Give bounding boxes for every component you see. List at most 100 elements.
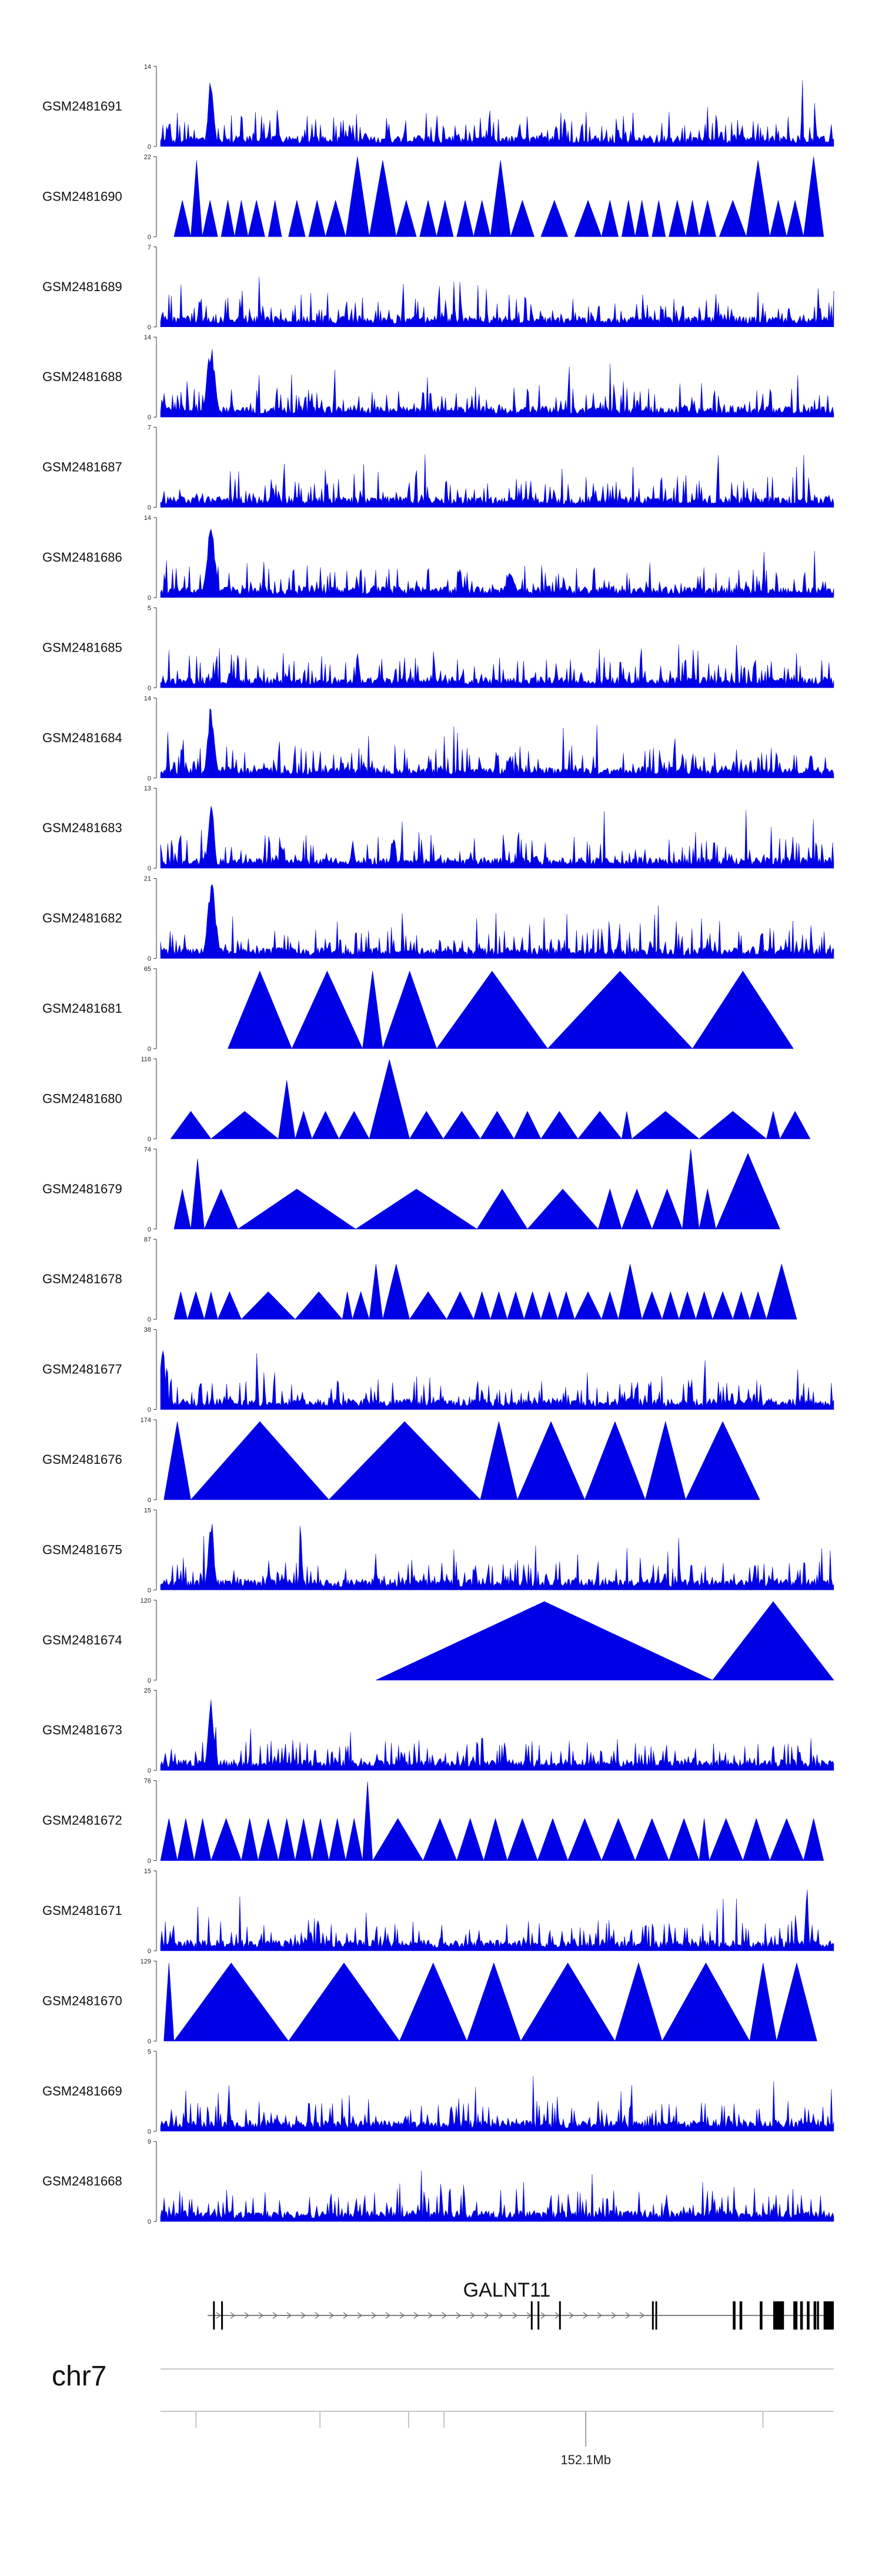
exon-block bbox=[793, 2301, 798, 2330]
y-max-label: 5 bbox=[148, 2048, 151, 2056]
y-max-label: 15 bbox=[144, 1507, 151, 1514]
strand-arrow bbox=[357, 2312, 363, 2319]
y-min-label: 0 bbox=[148, 1226, 151, 1233]
y-max-label: 38 bbox=[144, 1327, 151, 1334]
y-max-label: 87 bbox=[144, 1236, 151, 1243]
coverage-area bbox=[160, 1350, 834, 1410]
strand-arrow bbox=[216, 2312, 222, 2319]
strand-arrow bbox=[569, 2312, 574, 2319]
track-label: GSM2481670 bbox=[42, 1993, 122, 2008]
track-GSM2481686: GSM2481686 14 0 bbox=[42, 515, 834, 602]
coverage-area bbox=[173, 156, 824, 237]
strand-arrow bbox=[540, 2312, 546, 2319]
track-GSM2481679: GSM2481679 74 0 bbox=[42, 1146, 780, 1233]
exon bbox=[817, 2301, 819, 2330]
track-GSM2481690: GSM2481690 22 0 bbox=[42, 154, 824, 241]
track-label: GSM2481674 bbox=[42, 1633, 122, 1647]
strand-arrow bbox=[498, 2312, 504, 2319]
track-label: GSM2481678 bbox=[42, 1272, 122, 1286]
exon bbox=[655, 2301, 657, 2330]
coordinate-ticks bbox=[195, 2411, 764, 2447]
track-label: GSM2481676 bbox=[42, 1452, 122, 1467]
exon-block bbox=[823, 2301, 834, 2330]
y-max-label: 65 bbox=[144, 966, 151, 973]
y-max-label: 22 bbox=[144, 154, 151, 161]
track-GSM2481671: GSM2481671 15 0 bbox=[42, 1868, 834, 1955]
strand-arrow bbox=[484, 2312, 490, 2319]
y-min-label: 0 bbox=[148, 2038, 151, 2045]
y-min-label: 0 bbox=[148, 324, 151, 331]
track-label: GSM2481682 bbox=[42, 911, 122, 926]
coverage-area bbox=[160, 2076, 834, 2132]
track-label: GSM2481690 bbox=[42, 189, 122, 203]
track-label: GSM2481688 bbox=[42, 369, 122, 384]
y-max-label: 9 bbox=[148, 2138, 151, 2145]
strand-arrow bbox=[639, 2312, 645, 2319]
exon bbox=[813, 2301, 817, 2330]
strand-arrow bbox=[343, 2312, 349, 2319]
y-max-label: 120 bbox=[141, 1597, 151, 1604]
track-GSM2481676: GSM2481676 174 0 bbox=[42, 1417, 760, 1504]
coverage-area bbox=[160, 276, 834, 328]
strand-arrow bbox=[300, 2312, 306, 2319]
exon bbox=[739, 2301, 743, 2330]
y-max-label: 7 bbox=[148, 244, 151, 251]
gene-exons bbox=[213, 2301, 834, 2330]
exon bbox=[221, 2301, 223, 2330]
track-GSM2481681: GSM2481681 65 0 bbox=[42, 966, 794, 1053]
y-min-label: 0 bbox=[148, 2218, 151, 2225]
coverage-area bbox=[160, 806, 834, 869]
y-min-label: 0 bbox=[148, 956, 151, 963]
coverage-area bbox=[160, 884, 834, 959]
track-GSM2481673: GSM2481673 25 0 bbox=[42, 1687, 834, 1774]
track-GSM2481687: GSM2481687 7 0 bbox=[42, 425, 834, 512]
gene-track: GALNT11 bbox=[208, 2279, 834, 2330]
y-max-label: 14 bbox=[144, 515, 151, 522]
y-min-label: 0 bbox=[148, 685, 151, 692]
y-max-label: 13 bbox=[144, 785, 151, 792]
y-min-label: 0 bbox=[148, 1407, 151, 1414]
track-label: GSM2481684 bbox=[42, 730, 122, 745]
track-label: GSM2481691 bbox=[42, 99, 122, 114]
y-min-label: 0 bbox=[148, 865, 151, 872]
track-label: GSM2481687 bbox=[42, 460, 122, 475]
strand-arrow bbox=[427, 2312, 433, 2319]
strand-arrow bbox=[597, 2312, 603, 2319]
strand-arrow bbox=[512, 2312, 518, 2319]
coverage-area bbox=[163, 1420, 760, 1500]
strand-arrow bbox=[272, 2312, 278, 2319]
track-GSM2481669: GSM2481669 5 0 bbox=[42, 2048, 834, 2135]
y-max-label: 76 bbox=[144, 1778, 151, 1785]
strand-arrow bbox=[258, 2312, 264, 2319]
track-label: GSM2481673 bbox=[42, 1723, 122, 1737]
chromosome-label: chr7 bbox=[52, 2361, 106, 2392]
strand-arrow bbox=[329, 2312, 335, 2319]
coverage-area bbox=[160, 454, 834, 508]
coverage-area bbox=[163, 1962, 817, 2041]
track-label: GSM2481680 bbox=[42, 1091, 122, 1106]
coverage-tracks: GSM2481691140GSM2481690220GSM248168970GS… bbox=[42, 64, 834, 2225]
track-GSM2481688: GSM2481688 14 0 bbox=[42, 334, 834, 421]
coverage-area bbox=[160, 349, 834, 418]
y-min-label: 0 bbox=[148, 1677, 151, 1684]
y-max-label: 129 bbox=[141, 1958, 151, 1965]
coordinate-tick-label: 152.1Mb bbox=[560, 2452, 611, 2467]
track-GSM2481683: GSM2481683 13 0 bbox=[42, 785, 834, 872]
track-label: GSM2481669 bbox=[42, 2084, 122, 2098]
strand-arrow bbox=[230, 2312, 236, 2319]
track-label: GSM2481686 bbox=[42, 550, 122, 565]
y-min-label: 0 bbox=[148, 505, 151, 512]
coverage-area bbox=[173, 1149, 780, 1230]
track-label: GSM2481679 bbox=[42, 1182, 122, 1196]
y-max-label: 116 bbox=[141, 1056, 151, 1063]
exon bbox=[213, 2301, 215, 2330]
exon bbox=[559, 2301, 561, 2330]
strand-arrow bbox=[583, 2312, 589, 2319]
strand-arrow bbox=[413, 2312, 419, 2319]
track-GSM2481678: GSM2481678 87 0 bbox=[42, 1236, 797, 1323]
y-min-label: 0 bbox=[148, 1767, 151, 1774]
exon bbox=[537, 2301, 540, 2330]
track-label: GSM2481675 bbox=[42, 1542, 122, 1557]
coverage-area bbox=[160, 1700, 834, 1771]
y-max-label: 74 bbox=[144, 1146, 151, 1153]
